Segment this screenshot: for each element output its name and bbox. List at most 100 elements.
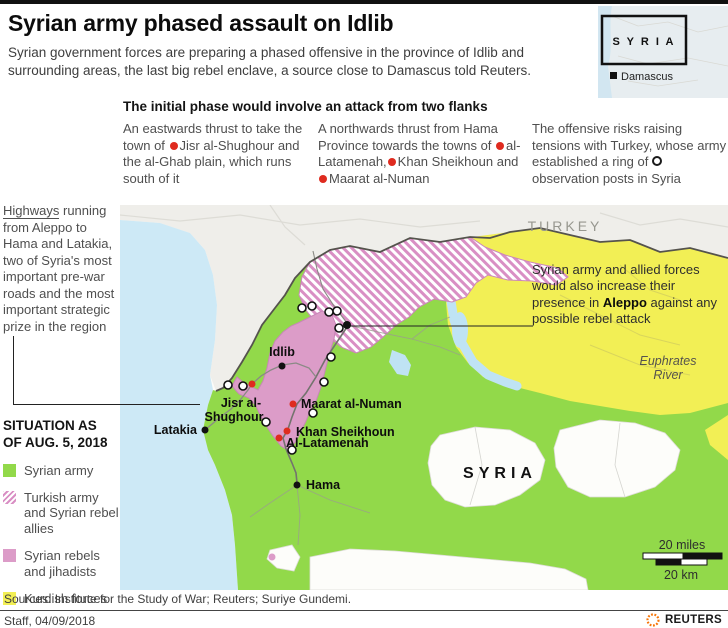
latakia-marker	[201, 426, 209, 434]
observation-post-marker	[297, 303, 307, 313]
observation-post-marker	[307, 301, 317, 311]
col2-town3: Maarat al-Numan	[329, 170, 430, 186]
legend-item-rebels: Syrian rebels and jihadists	[3, 548, 119, 580]
khan-label: Khan Sheikhoun	[296, 425, 395, 439]
highway-m4	[204, 365, 281, 431]
observation-post-marker	[287, 445, 297, 455]
flank-column-east: An eastwards thrust to take the town of …	[123, 121, 315, 187]
road	[296, 484, 301, 546]
turkey-syria-border	[215, 227, 728, 392]
lake-assad	[452, 312, 468, 348]
legend-item-syrian-army: Syrian army	[3, 463, 119, 479]
region-kurdish-wedge	[705, 415, 728, 460]
footer-divider	[0, 610, 728, 611]
district-boundary	[614, 422, 626, 498]
district-boundary	[469, 426, 483, 506]
col2-text: A northwards thrust from Hama Province t…	[318, 121, 498, 153]
legend-item-turkish-allies: Turkish army and Syrian rebel allies	[3, 490, 119, 538]
col2-mid: and	[496, 154, 519, 169]
highways-word: Highways	[3, 203, 60, 219]
aleppo-note-bold: Aleppo	[602, 294, 647, 310]
jabbul-lake	[389, 350, 411, 376]
latamenah-marker	[275, 434, 283, 442]
khan-marker	[283, 427, 291, 435]
col2-town2: Khan Sheikhoun	[397, 154, 494, 169]
white-pocket	[553, 419, 681, 498]
col1-text: An eastwards thrust to take the town of	[123, 121, 303, 153]
flank-column-risk: The offensive risks raising tensions wit…	[532, 121, 728, 187]
aleppo-annotation: Syrian army and allied forces would also…	[532, 262, 728, 328]
road	[296, 484, 371, 514]
reuters-wordmark: REUTERS	[664, 614, 722, 626]
scale-km-bar-segment	[656, 559, 682, 565]
pink-swatch	[3, 549, 16, 563]
latakia-label: Latakia	[154, 423, 198, 437]
legend-label: Syrian army	[24, 462, 94, 478]
highway-m5	[282, 326, 348, 484]
locator-inset-map: S Y R I A Damascus	[598, 6, 728, 98]
turkey-label: TURKEY	[528, 218, 603, 234]
observation-post-marker	[319, 377, 329, 387]
inset-country-label: S Y R I A	[612, 36, 675, 48]
road	[269, 205, 306, 246]
maarat-marker	[289, 400, 297, 408]
road	[619, 264, 681, 301]
syria-label: SYRIA	[463, 465, 537, 482]
scale-bar: 20 miles 20 km	[642, 538, 723, 582]
page-title: Syrian army phased assault on Idlib	[8, 10, 394, 36]
observation-post-marker	[334, 323, 344, 333]
observation-post-marker	[308, 408, 318, 418]
hama-label: Hama	[306, 478, 341, 492]
red-dot-icon	[496, 141, 505, 150]
legend-title-line1: SITUATION AS	[3, 418, 97, 433]
credit-line: Staff, 04/09/2018	[4, 614, 96, 628]
road	[120, 214, 481, 228]
scale-km-label: 20 km	[664, 568, 698, 582]
observation-post-marker	[261, 417, 271, 427]
legend-label: Kurdish forces	[24, 590, 108, 606]
road	[559, 294, 681, 346]
reuters-logo: REUTERS	[645, 612, 722, 628]
observation-posts	[223, 301, 344, 455]
jisr-label-line1: Jisr al-	[221, 396, 261, 410]
inset-viewbox-rectangle	[600, 14, 688, 66]
inset-sea	[598, 6, 612, 98]
inset-boundary-line	[627, 79, 699, 87]
scale-miles-label: 20 miles	[659, 538, 706, 552]
col3-text2: observation posts in Syria	[532, 170, 681, 186]
section-heading: The initial phase would involve an attac…	[123, 99, 488, 114]
yellow-swatch	[3, 591, 16, 605]
observation-post-marker	[223, 380, 233, 390]
rebel-spot	[268, 553, 276, 561]
col2-town1: al-Latamenah,	[318, 137, 521, 170]
callout-line-vertical	[13, 336, 14, 404]
region-rebels	[231, 310, 337, 452]
mediterranean-sea	[120, 220, 238, 590]
legend-label: Turkish army and Syrian rebel allies	[24, 489, 119, 537]
inset-boundary-line	[611, 15, 728, 33]
latamenah-label: Al-Latamenah	[286, 436, 369, 450]
road	[249, 484, 298, 518]
observation-post-marker	[238, 381, 248, 391]
sources-line: Sources: Institute for the Study of War;…	[4, 592, 352, 606]
damascus-marker	[610, 72, 617, 79]
hatched-swatch	[3, 490, 16, 504]
observation-post-marker	[324, 307, 334, 317]
road	[411, 316, 451, 340]
green-swatch	[3, 463, 16, 477]
idlib-label: Idlib	[269, 345, 295, 359]
jisr-marker	[248, 380, 256, 388]
white-pocket	[266, 544, 301, 572]
maarat-label: Maarat al-Numan	[301, 397, 402, 411]
col1-text2: and the al-Ghab plain, which runs south …	[123, 137, 300, 186]
road	[281, 362, 317, 378]
main-map: TURKEY SYRIA Euphrates River Idlib Latak…	[120, 205, 728, 590]
road	[599, 212, 728, 228]
red-dot-icon	[319, 174, 327, 183]
aleppo-note-text2: against any possible rebel attack	[532, 294, 718, 327]
subtitle: Syrian government forces are preparing a…	[8, 45, 532, 78]
top-rule	[0, 0, 728, 4]
flank-column-north: A northwards thrust from Hama Province t…	[318, 121, 530, 187]
inset-background	[598, 6, 728, 98]
observation-post-marker	[326, 352, 336, 362]
